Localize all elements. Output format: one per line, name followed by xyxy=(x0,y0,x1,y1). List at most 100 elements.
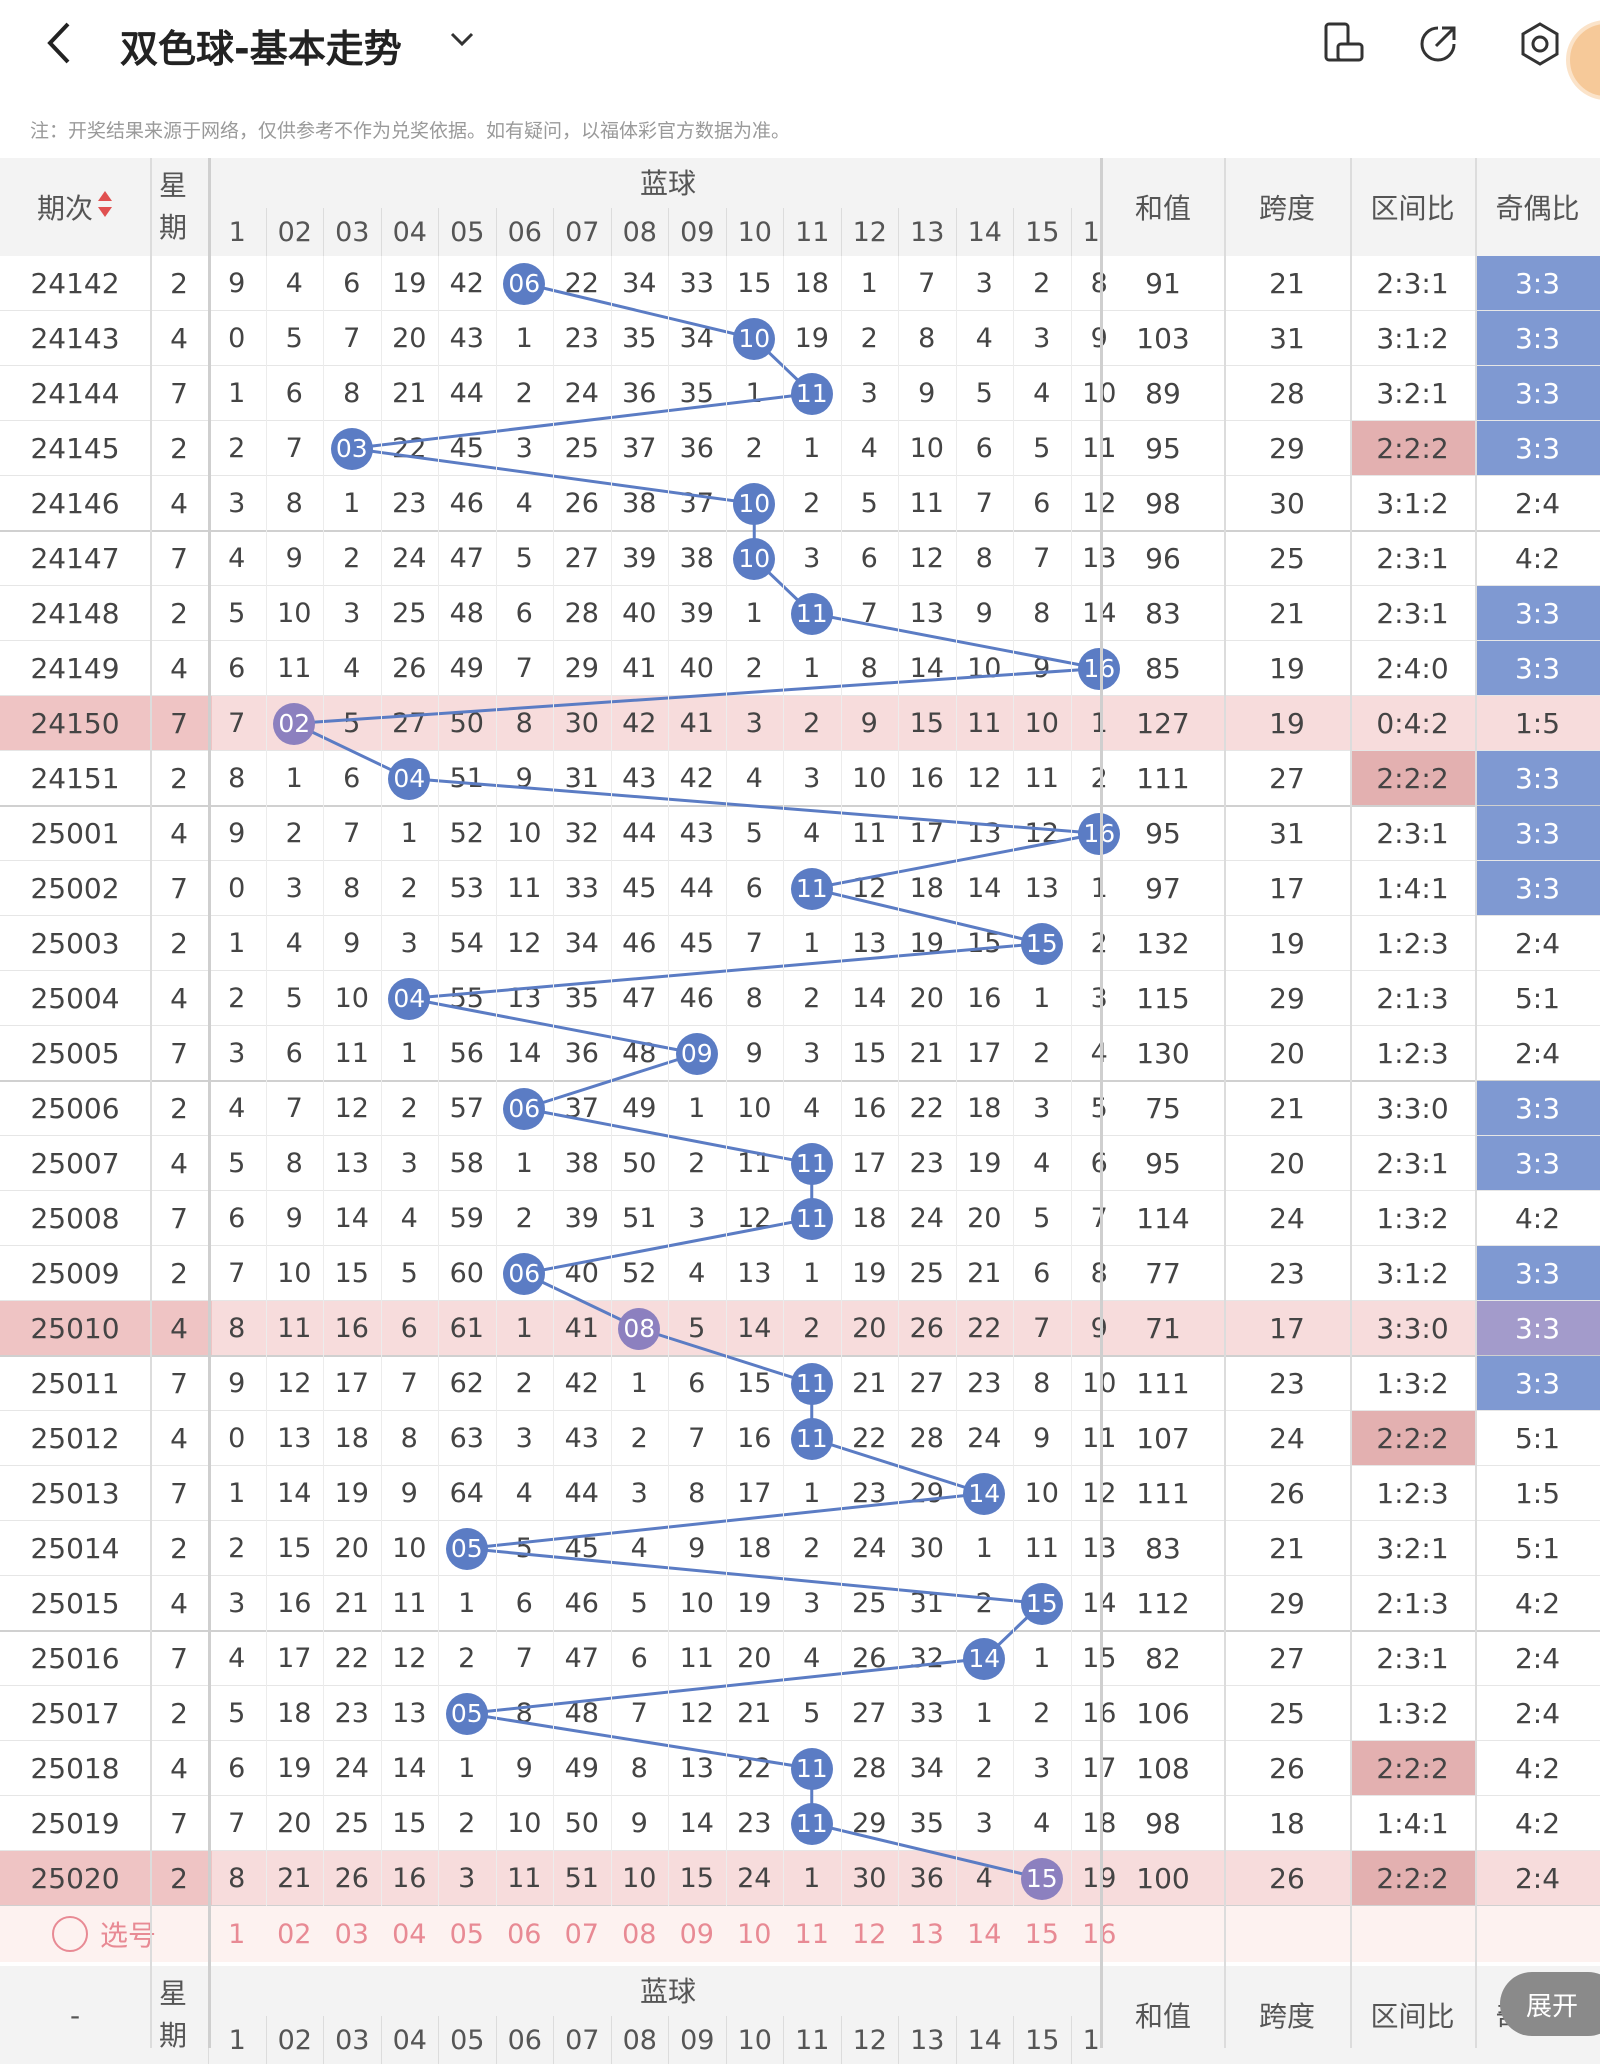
issue-number[interactable]: 25016 xyxy=(30,1642,120,1675)
expand-button[interactable]: 展开 xyxy=(1500,1972,1600,2036)
blue-number-header[interactable]: 06 xyxy=(495,208,553,256)
issue-number[interactable]: 25014 xyxy=(30,1532,120,1565)
blue-number-header[interactable]: 10 xyxy=(725,2016,783,2064)
pick-blue-number[interactable]: 06 xyxy=(507,1918,542,1950)
issue-number[interactable]: 25017 xyxy=(30,1697,120,1730)
settings-button[interactable] xyxy=(1516,20,1564,68)
blue-number-header[interactable]: 05 xyxy=(438,208,496,256)
issue-number[interactable]: 25009 xyxy=(30,1257,120,1290)
issue-number[interactable]: 24148 xyxy=(30,597,120,630)
pick-blue-number[interactable]: 02 xyxy=(277,1918,312,1950)
blue-number-header[interactable]: 09 xyxy=(668,2016,726,2064)
blue-number-header[interactable]: 15 xyxy=(1013,208,1071,256)
issue-number[interactable]: 25008 xyxy=(30,1202,120,1235)
pick-blue-number[interactable]: 10 xyxy=(737,1918,772,1950)
issue-number[interactable]: 25020 xyxy=(30,1862,120,1895)
issue-number[interactable]: 24149 xyxy=(30,652,120,685)
blue-number-header[interactable]: 05 xyxy=(438,2016,496,2064)
issue-number[interactable]: 24151 xyxy=(30,762,120,795)
pick-blue-number[interactable]: 12 xyxy=(852,1918,887,1950)
blue-number-header[interactable]: 04 xyxy=(380,2016,438,2064)
issue-number[interactable]: 24146 xyxy=(30,487,120,520)
share-button[interactable] xyxy=(1414,20,1462,68)
issue-number[interactable]: 25002 xyxy=(30,872,120,905)
issue-number[interactable]: 25015 xyxy=(30,1587,120,1620)
issue-number[interactable]: 25011 xyxy=(30,1367,120,1400)
column-header-sum[interactable]: 和值 xyxy=(1102,158,1224,256)
blue-number-header[interactable]: 13 xyxy=(898,2016,956,2064)
issue-number[interactable]: 25012 xyxy=(30,1422,120,1455)
miss-value: 50 xyxy=(622,1148,657,1179)
pick-blue-number[interactable]: 08 xyxy=(622,1918,657,1950)
blue-number-header[interactable]: 07 xyxy=(553,2016,611,2064)
blue-number-header[interactable]: 10 xyxy=(725,208,783,256)
blue-number-header[interactable]: 1 xyxy=(208,2016,266,2064)
blue-number-header[interactable]: 12 xyxy=(840,2016,898,2064)
column-header-span[interactable]: 跨度 xyxy=(1224,158,1350,256)
blue-number-header[interactable]: 11 xyxy=(783,208,841,256)
pick-number-button[interactable]: 选号 xyxy=(0,1906,208,1962)
rotate-screen-button[interactable] xyxy=(1320,20,1368,68)
column-header-span[interactable]: 跨度 xyxy=(1224,1966,1350,2064)
issue-number[interactable]: 25010 xyxy=(30,1312,120,1345)
blue-number-header[interactable]: 14 xyxy=(955,208,1013,256)
pick-blue-number[interactable]: 11 xyxy=(794,1918,829,1950)
issue-number[interactable]: 25007 xyxy=(30,1147,120,1180)
issue-number[interactable]: 24144 xyxy=(30,377,120,410)
column-header-issue[interactable]: - xyxy=(0,1966,150,2064)
radio-circle-icon xyxy=(51,1916,88,1952)
pick-blue-number[interactable]: 03 xyxy=(334,1918,369,1950)
issue-number[interactable]: 25013 xyxy=(30,1477,120,1510)
column-header-oddeven[interactable]: 奇偶比 xyxy=(1475,158,1600,256)
issue-number[interactable]: 24143 xyxy=(30,322,120,355)
issue-number[interactable]: 25018 xyxy=(30,1752,120,1785)
pick-blue-number[interactable]: 13 xyxy=(909,1918,944,1950)
blue-number-header[interactable]: 02 xyxy=(265,208,323,256)
pick-blue-number[interactable]: 16 xyxy=(1071,1906,1129,1962)
column-header-issue[interactable]: 期次 xyxy=(0,158,150,256)
issue-number[interactable]: 25001 xyxy=(30,817,120,850)
blue-number-header[interactable]: 07 xyxy=(553,208,611,256)
blue-number-header[interactable]: 1 xyxy=(208,208,266,256)
back-button[interactable] xyxy=(40,18,80,80)
blue-number-header[interactable]: 11 xyxy=(783,2016,841,2064)
pick-blue-number[interactable]: 1 xyxy=(228,1918,246,1950)
zone-ratio: 2:3:1 xyxy=(1376,597,1449,630)
avatar[interactable] xyxy=(1566,20,1600,100)
blue-number-header[interactable]: 14 xyxy=(955,2016,1013,2064)
blue-number-header[interactable]: 08 xyxy=(610,2016,668,2064)
column-header-sum[interactable]: 和值 xyxy=(1102,1966,1224,2064)
blue-number-header[interactable]: 04 xyxy=(380,208,438,256)
issue-number[interactable]: 25004 xyxy=(30,982,120,1015)
blue-number-header[interactable]: 12 xyxy=(840,208,898,256)
miss-value: 14 xyxy=(967,873,1002,904)
blue-number-header[interactable]: 08 xyxy=(610,208,668,256)
miss-value: 29 xyxy=(909,1478,944,1509)
column-header-zone[interactable]: 区间比 xyxy=(1350,1966,1475,2064)
issue-number[interactable]: 24145 xyxy=(30,432,120,465)
page-title[interactable]: 双色球-基本走势 xyxy=(120,27,402,71)
issue-number[interactable]: 25003 xyxy=(30,927,120,960)
column-header-zone[interactable]: 区间比 xyxy=(1350,158,1475,256)
pick-blue-number[interactable]: 04 xyxy=(392,1918,427,1950)
blue-number-header[interactable]: 06 xyxy=(495,2016,553,2064)
blue-number-header[interactable]: 15 xyxy=(1013,2016,1071,2064)
blue-number-header[interactable]: 03 xyxy=(323,208,381,256)
pick-blue-number[interactable]: 07 xyxy=(564,1918,599,1950)
issue-number[interactable]: 24142 xyxy=(30,267,120,300)
pick-blue-number[interactable]: 05 xyxy=(449,1918,484,1950)
issue-number[interactable]: 24147 xyxy=(30,542,120,575)
blue-number-header[interactable]: 09 xyxy=(668,208,726,256)
issue-number[interactable]: 24150 xyxy=(30,707,120,740)
issue-number[interactable]: 25019 xyxy=(30,1807,120,1840)
blue-number-header[interactable]: 03 xyxy=(323,2016,381,2064)
issue-number[interactable]: 25006 xyxy=(30,1092,120,1125)
pick-blue-number[interactable]: 09 xyxy=(679,1918,714,1950)
issue-number[interactable]: 25005 xyxy=(30,1037,120,1070)
blue-number-header[interactable]: 13 xyxy=(898,208,956,256)
title-dropdown-button[interactable] xyxy=(448,26,476,56)
pick-blue-number[interactable]: 15 xyxy=(1024,1918,1059,1950)
pick-blue-number[interactable]: 14 xyxy=(967,1918,1002,1950)
zone-ratio: 0:4:2 xyxy=(1376,707,1449,740)
blue-number-header[interactable]: 02 xyxy=(265,2016,323,2064)
